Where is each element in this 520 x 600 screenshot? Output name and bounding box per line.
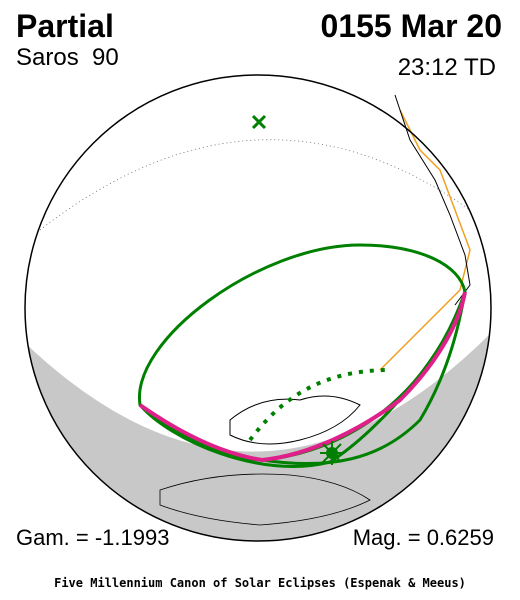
credit: Five Millennium Canon of Solar Eclipses … — [54, 576, 466, 590]
max-eclipse-curve — [138, 291, 467, 463]
antarctica-interior — [159, 473, 371, 526]
coastline — [394, 94, 471, 306]
title: Partial — [16, 8, 114, 44]
time: 23:12 TD — [397, 54, 496, 81]
globe-outline — [24, 74, 492, 542]
gamma: Gam. = -1.1993 — [16, 525, 170, 550]
coastline-land — [379, 109, 471, 371]
rise-set-curve-2 — [261, 291, 467, 466]
saros: Saros 90 — [16, 44, 119, 71]
night-shade — [25, 328, 491, 541]
magnitude: Mag. = 0.6259 — [352, 525, 494, 550]
equator-track — [39, 139, 471, 231]
date: 0155 Mar 20 — [320, 8, 502, 44]
subsolar-point — [320, 441, 344, 465]
antarctica-coast — [229, 395, 361, 445]
greatest-eclipse-marker — [251, 114, 267, 130]
